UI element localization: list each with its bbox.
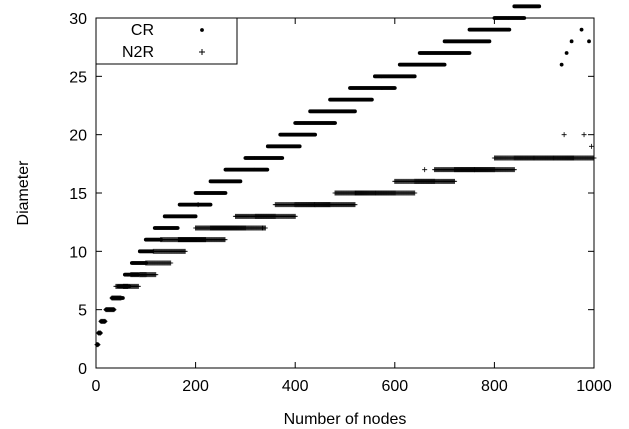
- cr-point: [559, 62, 564, 67]
- cr-point: [442, 62, 447, 67]
- x-tick-label: 200: [182, 378, 209, 395]
- n2r-point: [195, 202, 201, 208]
- cr-point: [522, 16, 527, 20]
- n2r-point: [102, 318, 108, 324]
- x-tick-label: 600: [381, 378, 408, 395]
- n2r-point: [97, 330, 103, 336]
- x-tick-label: 0: [92, 378, 101, 395]
- n2r-point: [95, 342, 101, 348]
- legend-label-n2r: N2R: [122, 44, 154, 61]
- x-tick-label: 1000: [576, 378, 612, 395]
- cr-point: [569, 39, 574, 44]
- n2r-point: [589, 143, 595, 149]
- legend-marker-n2r: [199, 49, 205, 55]
- n2r-point: [111, 307, 117, 313]
- cr-point: [579, 27, 584, 32]
- n2r-point: [511, 167, 517, 173]
- cr-point: [369, 97, 374, 102]
- cr-point: [587, 39, 591, 44]
- n2r-point: [292, 213, 298, 219]
- x-tick-label: 400: [282, 378, 309, 395]
- n2r-point: [412, 190, 418, 196]
- x-axis-label: Number of nodes: [284, 411, 407, 428]
- n2r-point: [153, 272, 159, 278]
- cr-point: [223, 191, 228, 195]
- cr-point: [193, 214, 198, 219]
- cr-point: [297, 144, 302, 149]
- y-tick-label: 15: [69, 186, 87, 203]
- cr-point: [208, 202, 213, 207]
- y-axis-label: Diameter: [15, 160, 32, 226]
- legend-label-cr: CR: [131, 22, 154, 39]
- n2r-point: [260, 225, 266, 231]
- plot-area: 0 200 400 600 800 1000 0 5 10 15 20 25 30: [69, 4, 612, 395]
- cr-point: [313, 132, 318, 137]
- n2r-point: [591, 155, 597, 161]
- n2r-point: [168, 260, 174, 266]
- n2r-point: [222, 237, 228, 243]
- legend-box: [95, 17, 238, 65]
- n2r-point: [452, 178, 458, 184]
- legend-marker-cr: [200, 28, 204, 32]
- x-axis: 0 200 400 600 800 1000: [92, 18, 612, 395]
- cr-point: [412, 74, 417, 79]
- y-tick-label: 25: [69, 69, 87, 86]
- cr-point: [280, 156, 285, 160]
- n2r-point: [352, 190, 358, 196]
- n2r-point: [135, 283, 141, 289]
- cr-point: [487, 39, 492, 44]
- n2r-point: [182, 248, 188, 254]
- cr-point: [537, 4, 542, 9]
- cr-point: [265, 167, 270, 172]
- y-axis: 0 5 10 15 20 25 30: [69, 11, 594, 378]
- n2r-point: [561, 132, 567, 138]
- legend: CR N2R: [95, 17, 238, 65]
- y-tick-label: 20: [69, 128, 87, 145]
- series-n2r-points: [94, 132, 597, 348]
- x-tick-label: 800: [481, 378, 508, 395]
- y-tick-label: 0: [78, 361, 87, 378]
- n2r-point: [581, 132, 587, 138]
- cr-point: [353, 109, 357, 114]
- cr-point: [175, 226, 180, 230]
- n2r-point: [118, 295, 124, 301]
- n2r-point: [422, 167, 428, 173]
- cr-point: [333, 121, 337, 125]
- cr-point: [238, 179, 243, 184]
- y-tick-label: 5: [78, 303, 87, 320]
- n2r-point: [352, 202, 358, 208]
- cr-point: [467, 51, 472, 55]
- cr-point: [392, 86, 397, 90]
- cr-point: [564, 51, 569, 55]
- y-tick-label: 10: [69, 244, 87, 261]
- y-tick-label: 30: [69, 11, 87, 28]
- cr-point: [507, 27, 512, 32]
